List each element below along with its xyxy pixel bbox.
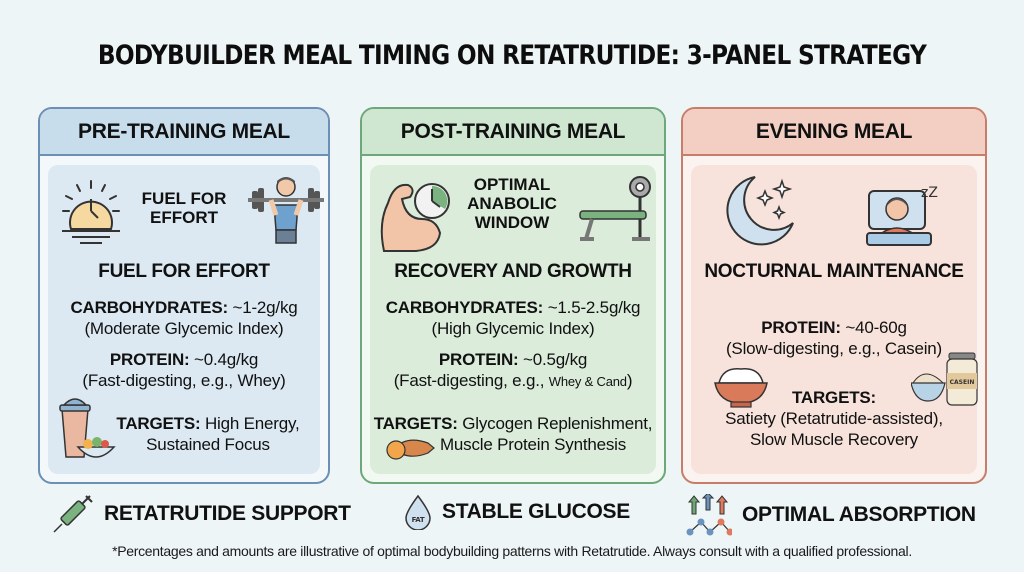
panel-body: OPTIMAL ANABOLIC WINDOW RECOVERY AND GROWT…	[370, 165, 656, 474]
flexed-arm-clock-icon	[376, 173, 460, 253]
icon-caption: FUEL FOR EFFORT	[141, 189, 227, 227]
footer-label: OPTIMAL ABSORPTION	[742, 503, 976, 526]
protein-info: PROTEIN: ~40-60g (Slow-digesting, e.g., …	[725, 318, 943, 358]
footer-retatrutide-support: RETATRUTIDE SUPPORT	[52, 494, 351, 534]
weightlifter-icon	[246, 175, 326, 245]
targets-info: TARGETS: Glycogen Replenishment, Muscle …	[373, 414, 653, 454]
bench-press-icon	[578, 175, 658, 245]
targets-info: TARGETS: Satiety (Retatrutide-assisted),…	[725, 388, 943, 449]
panel-subtitle: NOCTURNAL MAINTENANCE	[704, 261, 964, 282]
page-title: BODYBUILDER MEAL TIMING ON RETATRUTIDE: …	[97, 40, 927, 71]
svg-text:FAT: FAT	[412, 516, 425, 524]
panel-evening: EVENING MEAL zZ NOCTURNAL MAINTENANCE PR…	[681, 107, 987, 484]
protein-info: PROTEIN: ~0.5g/kg (Fast-digesting, e.g.,…	[393, 350, 633, 390]
panel-subtitle: FUEL FOR EFFORT	[98, 261, 270, 282]
panel-header: PRE-TRAINING MEAL	[40, 109, 328, 156]
casein-jar-icon: CASEIN	[911, 351, 983, 407]
moon-stars-icon	[725, 175, 801, 247]
footer-label: RETATRUTIDE SUPPORT	[104, 502, 351, 525]
absorption-arrows-icon	[686, 494, 732, 536]
panel-body: FUEL FOR EFFORT FUEL FOR EFFORT CARBOHYDR…	[48, 165, 324, 474]
sleeping-person-icon: zZ	[865, 175, 955, 247]
fat-drop-icon: FAT	[404, 494, 432, 530]
footer-stable-glucose: FAT STABLE GLUCOSE	[404, 494, 630, 530]
sweet-potato-icon	[384, 435, 436, 461]
panel-header: POST-TRAINING MEAL	[362, 109, 664, 156]
panel-subtitle: RECOVERY AND GROWTH	[394, 261, 632, 282]
carbs-info: CARBOHYDRATES: ~1-2g/kg (Moderate Glycem…	[70, 298, 298, 338]
icon-caption: OPTIMAL ANABOLIC WINDOW	[467, 175, 557, 232]
panel-pre-training: PRE-TRAINING MEAL FUEL FOR EFFORT	[38, 107, 330, 484]
panel-body: zZ NOCTURNAL MAINTENANCE PROTEIN: ~40-60…	[691, 165, 978, 474]
shaker-bowl-icon	[52, 395, 118, 465]
protein-info: PROTEIN: ~0.4g/kg (Fast-digesting, e.g.,…	[82, 350, 286, 390]
footer-label: STABLE GLUCOSE	[442, 500, 630, 523]
sunrise-clock-icon	[60, 179, 122, 245]
carbs-info: CARBOHYDRATES: ~1.5-2.5g/kg (High Glycem…	[385, 298, 641, 338]
rice-bowl-icon	[713, 365, 769, 409]
panel-post-training: POST-TRAINING MEAL OPTIMAL ANABOLIC WINDOW…	[360, 107, 666, 484]
targets-info: TARGETS: High Energy, Sustained Focus	[116, 414, 300, 454]
disclaimer: *Percentages and amounts are illustrativ…	[112, 543, 912, 559]
footer-optimal-absorption: OPTIMAL ABSORPTION	[686, 494, 976, 536]
syringe-icon	[52, 494, 94, 534]
svg-text:zZ: zZ	[921, 185, 938, 201]
panel-header: EVENING MEAL	[683, 109, 985, 156]
svg-text:CASEIN: CASEIN	[950, 379, 975, 386]
